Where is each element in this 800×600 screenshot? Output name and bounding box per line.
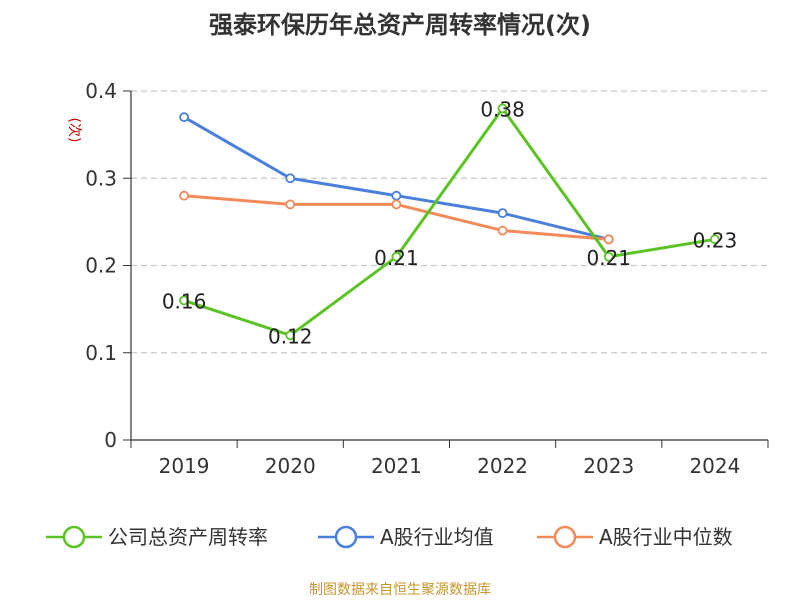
x-tick-label: 2022 [477, 454, 528, 478]
legend-label: A股行业中位数 [599, 525, 733, 549]
data-point [391, 251, 402, 262]
legend-label: 公司总资产周转率 [108, 525, 268, 549]
data-point [497, 103, 508, 114]
data-label: 0.21 [586, 246, 631, 270]
axes [123, 90, 769, 448]
x-tick-label: 2023 [583, 454, 634, 478]
data-label: 0.21 [374, 246, 419, 270]
legend-marker [62, 525, 86, 549]
legend-marker [553, 525, 577, 549]
data-point [285, 173, 296, 184]
data-labels: 0.16 0.12 0.21 0.38 0.21 0.23 [162, 97, 737, 348]
data-label: 0.38 [480, 97, 525, 121]
gridlines [131, 90, 768, 354]
series-lines [183, 106, 716, 337]
chart-title: 强泰环保历年总资产周转率情况(次) [209, 11, 591, 39]
source-note: 制图数据来自恒生聚源数据库 [309, 582, 491, 598]
data-label: 0.16 [162, 289, 207, 313]
y-tick-label: 0.3 [85, 166, 117, 190]
data-point [391, 190, 402, 201]
data-point [710, 234, 720, 245]
data-point [497, 225, 508, 236]
x-tick-labels: 2019 2020 2021 2022 2023 2024 [159, 454, 741, 478]
y-tick-labels: 0 0.1 0.2 0.3 0.4 [85, 79, 117, 452]
x-tick-label: 2019 [159, 454, 210, 478]
y-tick-label: 0 [104, 428, 117, 452]
series-points [179, 103, 720, 341]
y-tick-label: 0.1 [85, 341, 117, 365]
x-tick-label: 2020 [265, 454, 316, 478]
series-line-0 [183, 106, 716, 337]
data-point [285, 199, 296, 210]
data-label: 0.23 [693, 228, 738, 252]
data-point [179, 190, 189, 201]
data-point [179, 112, 189, 123]
data-label: 0.12 [268, 324, 313, 348]
y-tick-label: 0.4 [85, 79, 117, 103]
data-point [285, 330, 296, 341]
y-tick-label: 0.2 [85, 254, 117, 278]
legend-marker [334, 525, 358, 549]
data-point [603, 234, 614, 245]
legend: 公司总资产周转率 A股行业均值 A股行业中位数 [46, 525, 733, 549]
data-point [497, 208, 508, 219]
x-tick-label: 2021 [371, 454, 422, 478]
data-point [391, 199, 402, 210]
data-point [603, 251, 614, 262]
x-tick-label: 2024 [689, 454, 740, 478]
y-axis-label: (次) [66, 118, 82, 143]
data-point [179, 295, 189, 306]
legend-label: A股行业均值 [380, 525, 494, 549]
